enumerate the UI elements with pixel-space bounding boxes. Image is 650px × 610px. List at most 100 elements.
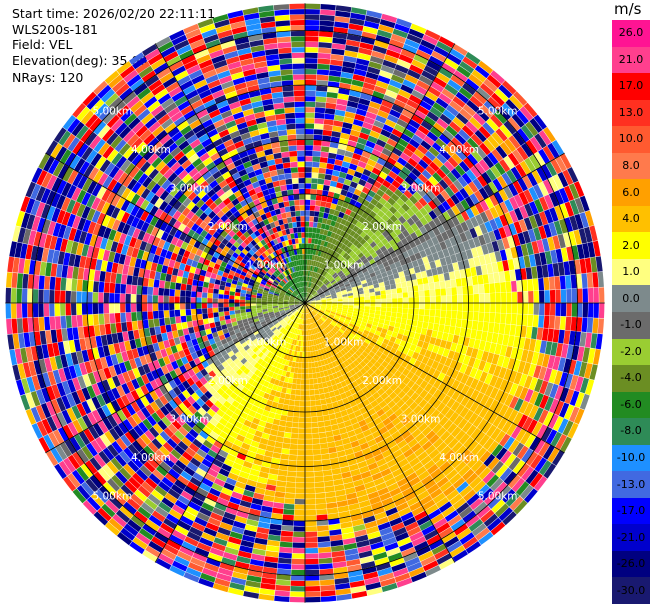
gate-cell xyxy=(318,211,324,218)
gate-cell xyxy=(523,102,538,118)
gate-cell xyxy=(385,188,394,197)
gate-cell xyxy=(315,107,326,114)
gate-cell xyxy=(343,280,350,286)
gate-cell xyxy=(323,414,330,421)
gate-cell xyxy=(307,287,310,293)
gate-cell xyxy=(544,290,550,303)
gate-cell xyxy=(174,296,180,303)
gate-cell xyxy=(445,317,451,326)
gate-cell xyxy=(350,12,366,21)
gate-cell xyxy=(399,276,406,283)
gate-cell xyxy=(305,63,318,69)
gate-cell xyxy=(374,222,382,230)
field-name: Field: VEL xyxy=(12,37,73,52)
gate-cell xyxy=(329,64,343,72)
gate-cell xyxy=(305,373,309,379)
gate-cell xyxy=(313,293,319,297)
gate-cell xyxy=(489,206,499,219)
gate-cell xyxy=(340,250,346,257)
gate-cell xyxy=(322,135,332,142)
gate-cell xyxy=(399,258,407,266)
gate-cell xyxy=(319,245,324,252)
gate-cell xyxy=(300,346,303,352)
gate-cell xyxy=(315,267,319,273)
gate-cell xyxy=(474,202,485,214)
gate-cell xyxy=(298,422,305,428)
gate-cell xyxy=(329,256,335,262)
gate-cell xyxy=(311,260,314,266)
gate-cell xyxy=(320,223,326,230)
gate-cell xyxy=(318,275,323,281)
gate-cell xyxy=(582,303,589,318)
gate-cell xyxy=(323,212,329,219)
gate-cell xyxy=(403,303,409,309)
gate-cell xyxy=(76,315,83,327)
gate-cell xyxy=(65,303,71,316)
gate-cell xyxy=(469,117,482,130)
gate-cell xyxy=(444,83,459,96)
gate-cell xyxy=(380,64,395,74)
gate-cell xyxy=(389,79,402,89)
gate-cell xyxy=(484,209,494,221)
gate-cell xyxy=(364,299,370,303)
gate-cell xyxy=(274,441,283,448)
gate-cell xyxy=(358,132,370,141)
gate-cell xyxy=(305,596,321,603)
gate-cell xyxy=(240,303,246,307)
gate-cell xyxy=(293,531,305,537)
gate-cell xyxy=(446,295,452,303)
gate-cell xyxy=(274,413,282,420)
gate-cell xyxy=(300,395,305,401)
gate-cell xyxy=(428,282,435,290)
gate-cell xyxy=(349,244,356,251)
gate-cell xyxy=(328,286,334,291)
gate-cell xyxy=(435,97,449,109)
gate-cell xyxy=(380,129,392,138)
gate-cell xyxy=(500,282,506,293)
gate-cell xyxy=(305,238,309,244)
gate-cell xyxy=(163,310,170,318)
gate-cell xyxy=(399,114,411,124)
gate-cell xyxy=(458,161,470,173)
gate-cell xyxy=(305,580,320,586)
gate-cell xyxy=(491,148,503,162)
gate-cell xyxy=(516,280,523,292)
gate-cell xyxy=(369,309,376,314)
gate-cell xyxy=(509,324,516,336)
gate-cell xyxy=(305,390,310,396)
gate-cell xyxy=(325,253,330,260)
gate-cell xyxy=(72,327,79,340)
gate-cell xyxy=(436,118,449,130)
gate-cell xyxy=(490,303,496,313)
gate-cell xyxy=(310,189,317,195)
gate-cell xyxy=(393,99,406,109)
gate-cell xyxy=(517,303,523,314)
gate-cell xyxy=(306,270,309,276)
gate-cell xyxy=(451,310,457,319)
gate-cell xyxy=(319,25,334,32)
gate-cell xyxy=(307,293,310,299)
gate-cell xyxy=(532,278,539,291)
gate-cell xyxy=(519,160,531,175)
gate-cell xyxy=(307,243,312,249)
gate-cell xyxy=(441,303,447,311)
gate-cell xyxy=(424,309,430,316)
gate-cell xyxy=(327,248,332,255)
gate-cell xyxy=(442,211,451,221)
gate-cell xyxy=(366,10,382,19)
gate-cell xyxy=(366,222,374,230)
gate-cell xyxy=(158,295,164,303)
gate-cell xyxy=(285,421,293,428)
gate-cell xyxy=(229,299,235,303)
gate-cell xyxy=(420,120,433,131)
gate-cell xyxy=(427,200,437,210)
gate-cell xyxy=(400,84,414,94)
gate-cell xyxy=(311,167,319,173)
gate-cell xyxy=(136,303,142,312)
gate-cell xyxy=(484,293,490,303)
gate-cell xyxy=(508,183,519,197)
gate-cell xyxy=(373,120,385,129)
gate-cell xyxy=(314,476,324,483)
gate-cell xyxy=(446,218,456,229)
gate-cell xyxy=(378,24,394,34)
